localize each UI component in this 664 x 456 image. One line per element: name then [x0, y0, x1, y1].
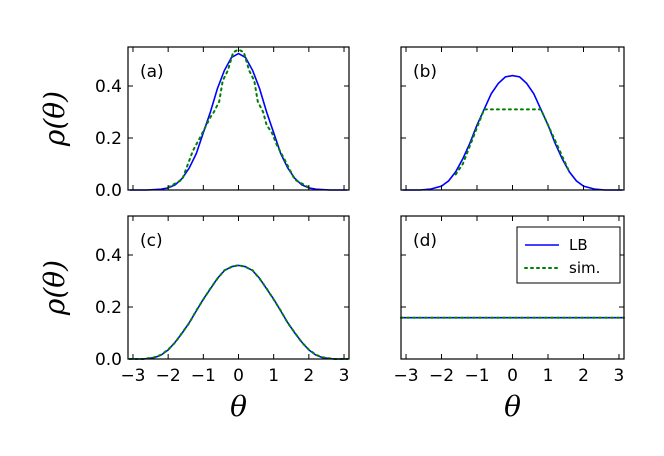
x-tick-label: −3 — [393, 366, 418, 386]
x-tick-label: 2 — [578, 366, 589, 386]
panel-tag: (b) — [413, 62, 437, 82]
y-tick-label: 0.0 — [95, 350, 122, 370]
panel-tag: (c) — [140, 231, 163, 251]
legend: LB sim. — [516, 226, 621, 284]
series-LB-line — [129, 264, 348, 360]
panel-a: 0.0 0.2 0.4 (a) ρ(θ) — [38, 46, 350, 201]
series-LB-line — [402, 74, 623, 191]
x-tick-label: 0 — [233, 366, 244, 386]
x-tick-label: 0 — [507, 366, 518, 386]
y-tick-label: 0.4 — [95, 77, 122, 97]
x-tick-label: 1 — [268, 366, 279, 386]
x-tick-label: −2 — [429, 366, 454, 386]
x-tick-label: 3 — [614, 366, 625, 386]
y-tick-label: 0.2 — [95, 298, 122, 318]
x-tick-label: −1 — [464, 366, 489, 386]
panel-b: (b) — [400, 46, 625, 191]
y-axis-label: ρ(θ) — [38, 260, 71, 316]
y-tick-label: 0.2 — [95, 129, 122, 149]
panel-c: −3 −2 −1 0 1 2 3 0.0 0.2 0.4 (c) ρ(θ) θ — [38, 215, 350, 423]
y-tick-label: 0.4 — [95, 246, 122, 266]
legend-label-sim: sim. — [569, 259, 600, 277]
x-tick-label: 1 — [543, 366, 554, 386]
x-tick-label: −3 — [120, 366, 145, 386]
x-tick-label: −1 — [191, 366, 216, 386]
x-axis-label: θ — [504, 390, 521, 423]
legend-box — [516, 226, 621, 284]
series-sim-line — [128, 264, 349, 360]
series-LB-line — [129, 52, 348, 191]
x-tick-label: 3 — [339, 366, 350, 386]
panel-tag: (a) — [140, 62, 164, 82]
y-tick-label: 0.0 — [95, 181, 122, 201]
panel-d: −3 −2 −1 0 1 2 3 (d) θ LB sim. — [393, 215, 625, 423]
x-axis-label: θ — [230, 390, 247, 423]
series-sim-line — [454, 108, 571, 176]
panel-tag: (d) — [413, 231, 437, 251]
x-tick-label: −2 — [156, 366, 181, 386]
y-axis-label: ρ(θ) — [38, 91, 71, 147]
x-tick-label: 2 — [303, 366, 314, 386]
legend-label-LB: LB — [569, 236, 588, 254]
